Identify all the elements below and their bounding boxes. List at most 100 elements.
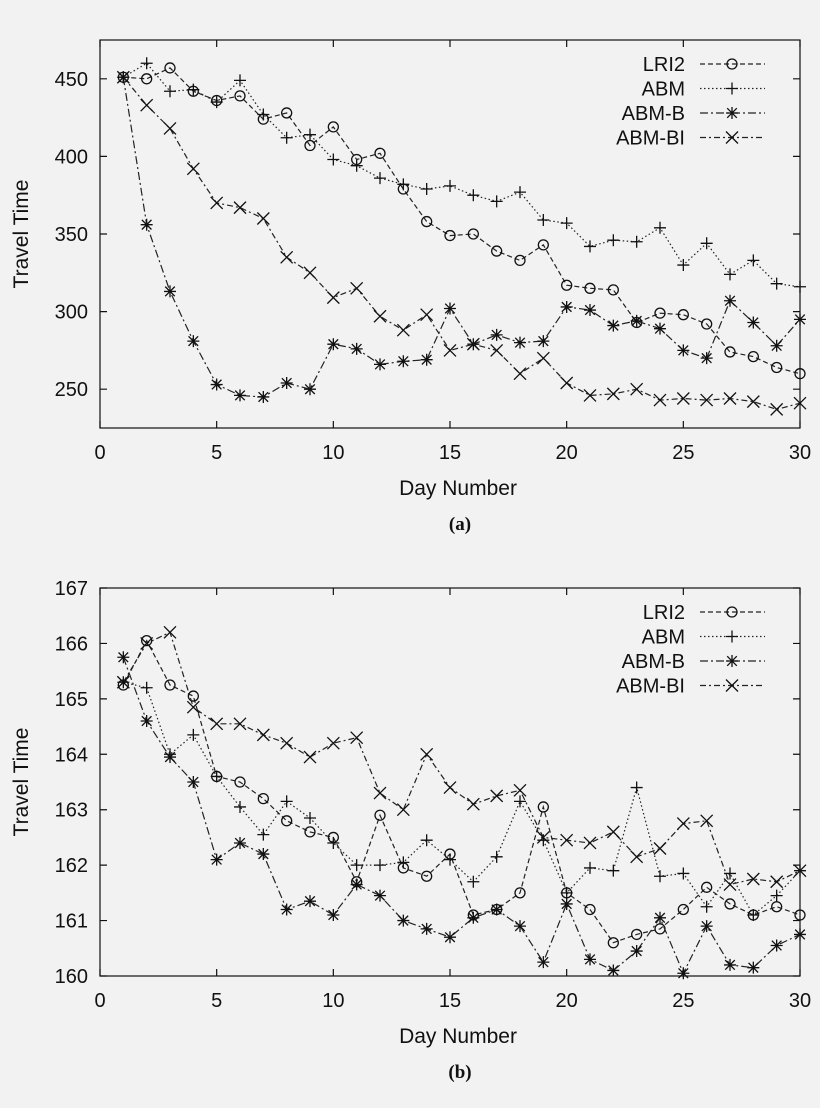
- data-point: [467, 228, 479, 240]
- data-point: [677, 309, 689, 321]
- data-point: [210, 96, 223, 109]
- chart-caption: (a): [449, 514, 471, 535]
- legend-label: ABM-B: [622, 103, 685, 125]
- data-point: [256, 728, 270, 742]
- series-line: [123, 67, 801, 375]
- data-point: [140, 98, 154, 112]
- data-point: [537, 335, 550, 348]
- data-point: [444, 853, 456, 866]
- data-point: [210, 853, 223, 866]
- data-point: [770, 939, 783, 952]
- data-point: [724, 898, 736, 910]
- data-point: [280, 795, 293, 808]
- data-point: [607, 937, 619, 949]
- data-point: [491, 245, 503, 257]
- data-point: [140, 636, 154, 650]
- data-point: [210, 717, 224, 731]
- data-point: [631, 928, 643, 941]
- data-point: [257, 390, 270, 403]
- data-point: [723, 878, 737, 892]
- data-point: [724, 346, 736, 358]
- data-point: [537, 801, 549, 813]
- data-point: [560, 886, 573, 899]
- data-point: [514, 336, 526, 349]
- data-point: [700, 920, 713, 933]
- x-tick-label: 5: [211, 990, 222, 1012]
- data-point: [466, 337, 480, 351]
- data-point: [560, 897, 573, 910]
- data-point: [513, 367, 527, 381]
- plot-frame: [99, 39, 801, 429]
- data-point: [584, 304, 596, 317]
- data-point: [234, 389, 246, 402]
- data-point: [654, 221, 666, 234]
- data-point: [583, 388, 597, 402]
- data-point: [350, 859, 363, 872]
- data-point: [630, 382, 644, 396]
- series-lri2: [117, 635, 806, 949]
- data-point: [771, 361, 783, 374]
- y-tick-label: 165: [55, 689, 88, 711]
- data-point: [304, 895, 316, 908]
- data-point: [234, 90, 246, 102]
- data-point: [793, 864, 807, 878]
- data-point: [700, 237, 713, 250]
- data-point: [724, 294, 736, 307]
- data-point: [140, 218, 153, 231]
- data-point: [701, 881, 713, 893]
- data-point: [630, 850, 644, 864]
- data-point: [233, 717, 247, 731]
- data-point: [304, 812, 316, 825]
- data-point: [630, 314, 643, 327]
- series-line: [122, 62, 801, 288]
- data-point: [583, 836, 597, 850]
- data-point: [794, 368, 806, 380]
- y-tick-label: 166: [55, 633, 88, 655]
- data-point: [163, 625, 177, 639]
- data-point: [350, 281, 364, 295]
- data-point: [537, 214, 550, 227]
- data-point: [210, 378, 223, 391]
- y-tick-label: 164: [55, 744, 88, 766]
- y-tick-label: 160: [55, 966, 88, 988]
- data-point: [141, 635, 153, 647]
- data-point: [444, 931, 456, 944]
- data-point: [653, 842, 667, 855]
- x-axis-label: Day Number: [399, 1025, 517, 1048]
- data-point: [397, 178, 410, 191]
- data-point: [747, 909, 760, 922]
- series-abm: [117, 57, 806, 293]
- data-point: [163, 122, 177, 135]
- data-point: [536, 351, 550, 365]
- data-point: [537, 239, 549, 251]
- data-point: [724, 958, 736, 971]
- data-point: [677, 903, 689, 916]
- data-point: [396, 803, 410, 817]
- series-line: [123, 681, 801, 916]
- data-point: [701, 318, 713, 330]
- data-point: [116, 70, 130, 84]
- y-axis-label: Travel Time: [10, 728, 33, 837]
- data-point: [794, 909, 806, 921]
- data-point: [560, 217, 573, 230]
- legend-label: ABM-BI: [616, 128, 685, 150]
- data-point: [794, 928, 806, 941]
- data-point: [654, 307, 666, 319]
- data-point: [397, 355, 410, 368]
- data-point: [747, 254, 760, 267]
- data-point: [606, 387, 620, 401]
- data-point: [467, 189, 480, 202]
- data-point: [140, 681, 153, 694]
- data-point: [420, 922, 433, 935]
- legend-label: ABM-BI: [616, 676, 685, 698]
- data-point: [304, 383, 316, 396]
- data-point: [607, 319, 620, 332]
- data-point: [537, 834, 550, 847]
- data-point: [326, 291, 340, 305]
- y-axis-label: Travel Time: [10, 180, 33, 289]
- data-point: [187, 728, 200, 741]
- data-point: [281, 815, 293, 827]
- data-point: [537, 956, 550, 969]
- x-tick-label: 0: [94, 990, 105, 1012]
